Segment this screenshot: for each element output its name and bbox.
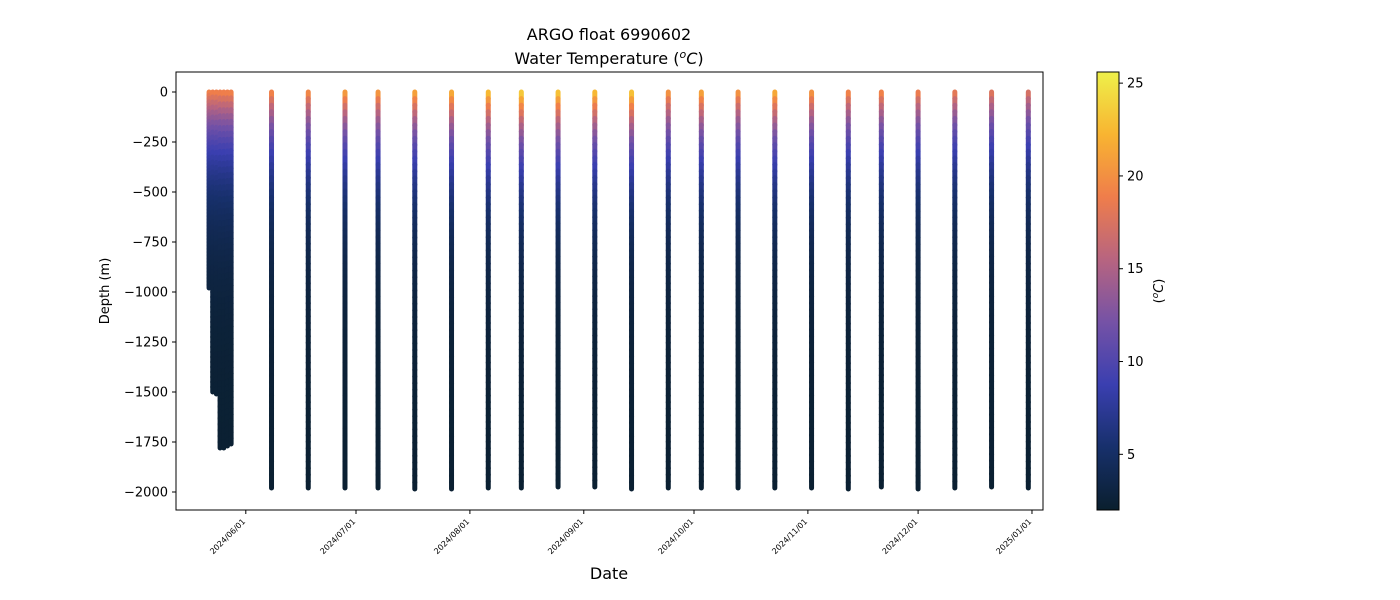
x-tick-label: 2024/12/01 [881,517,920,556]
x-tick-label: 2024/09/01 [546,517,585,556]
colorbar-ticks: 5 10 15 20 25 [1119,77,1144,463]
colorbar-tick-label: 10 [1127,355,1144,370]
colorbar-tick-label: 15 [1127,262,1144,277]
y-tick-label: −1750 [124,436,168,451]
y-tick-label: −1500 [124,386,168,401]
x-axis-label: Date [590,564,628,583]
y-tick-label: −250 [132,136,168,151]
chart-subtitle: Water Temperature (oC) [514,48,703,68]
y-tick-label: −1250 [124,336,168,351]
x-tick-label: 2024/10/01 [656,517,695,556]
y-tick-label: 0 [160,86,168,101]
y-tick-label: −500 [132,186,168,201]
y-tick-label: −1000 [124,286,168,301]
profiles-layer [206,89,1031,492]
y-tick-label: −750 [132,236,168,251]
x-tick-label: 2024/06/01 [208,517,247,556]
x-axis: 2024/06/01 2024/07/01 2024/08/01 2024/09/01… [208,510,1033,556]
colorbar [1096,71,1120,511]
colorbar-tick-label: 20 [1127,169,1144,184]
x-tick-label: 2024/07/01 [318,517,357,556]
colorbar-label: (oC) [1151,279,1167,304]
x-tick-label: 2024/08/01 [432,517,471,556]
x-tick-label: 2024/11/01 [770,517,809,556]
colorbar-tick-label: 5 [1127,448,1135,463]
plot-frame [175,71,1044,511]
x-tick-label: 2025/01/01 [994,517,1033,556]
y-axis: 0 −250 −500 −750 −1000 −1250 −1500 −1750 −2000 [124,86,176,501]
colorbar-tick-label: 25 [1127,77,1144,92]
y-tick-label: −2000 [124,486,168,501]
chart-title: ARGO float 6990602 [527,25,691,44]
y-axis-label: Depth (m) [98,258,113,325]
